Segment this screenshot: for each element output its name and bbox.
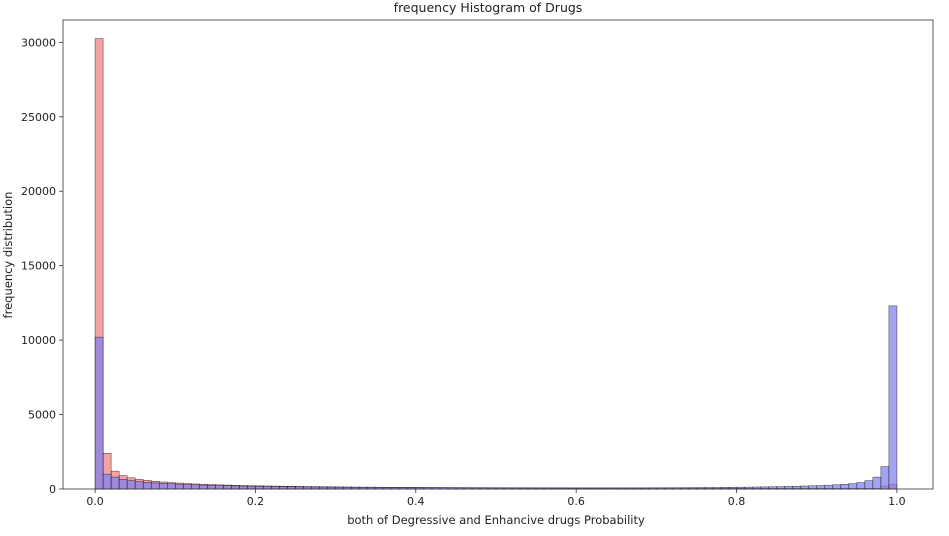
histogram-bar: [872, 476, 882, 490]
histogram-bar: [840, 484, 850, 490]
histogram-bar: [239, 485, 248, 490]
histogram-bar: [808, 485, 817, 490]
x-tick-label: 0.4: [407, 495, 425, 508]
histogram-bar: [792, 485, 801, 490]
histogram-bar: [848, 483, 858, 490]
histogram-bar: [142, 482, 152, 490]
y-tick-label: 25000: [21, 111, 56, 124]
histogram-bar: [800, 485, 809, 490]
y-tick-label: 20000: [21, 185, 56, 198]
x-tick-label: 0.8: [728, 495, 746, 508]
y-tick-label: 0: [49, 483, 56, 496]
x-tick-label: 0.2: [247, 495, 265, 508]
histogram-series-0: [94, 38, 898, 490]
histogram-bar: [247, 485, 256, 490]
histogram-bar: [94, 336, 104, 490]
histogram-bar: [864, 480, 874, 490]
histogram-bar: [150, 482, 160, 490]
chart-title: frequency Histogram of Drugs: [394, 0, 583, 15]
x-tick-label: 1.0: [888, 495, 906, 508]
histogram-bar: [126, 480, 136, 490]
histogram-bar: [102, 473, 112, 490]
histogram-bar: [223, 485, 232, 490]
y-axis-title: frequency distribution: [1, 192, 15, 319]
histogram-bar: [175, 483, 184, 490]
plot-frame: [62, 19, 934, 490]
bars-layer: [94, 38, 898, 490]
axes-layer: 0.0 0.2 0.4 0.6 0.8 1.0 0 5000 10000 15000 20000 25…: [21, 19, 934, 508]
histogram-bar: [158, 483, 168, 490]
histogram-bar: [215, 485, 224, 490]
histogram-bar: [207, 485, 216, 490]
x-axis-title: both of Degressive and Enhancive drugs P…: [347, 513, 645, 527]
histogram-bar: [191, 484, 200, 490]
histogram-bar: [183, 484, 192, 490]
histogram-bar: [118, 479, 128, 490]
y-tick-label: 30000: [21, 36, 56, 49]
histogram-bar: [824, 484, 834, 490]
histogram-bar: [888, 305, 898, 490]
histogram-bar: [255, 486, 264, 490]
x-tick-label: 0.6: [567, 495, 585, 508]
histogram-bar: [134, 481, 144, 490]
histogram-series-1: [94, 305, 898, 490]
histogram-bar: [832, 484, 842, 490]
histogram-bar: [231, 485, 240, 490]
histogram-bar: [880, 466, 890, 490]
y-tick-label: 15000: [21, 260, 56, 273]
y-tick-label: 5000: [28, 409, 56, 422]
histogram-bar: [856, 482, 866, 490]
histogram-bar: [166, 483, 176, 490]
x-tick-label: 0.0: [86, 495, 104, 508]
histogram-bar: [816, 485, 825, 490]
y-tick-label: 10000: [21, 334, 56, 347]
histogram-bar: [199, 484, 208, 490]
histogram-bar: [110, 476, 120, 490]
